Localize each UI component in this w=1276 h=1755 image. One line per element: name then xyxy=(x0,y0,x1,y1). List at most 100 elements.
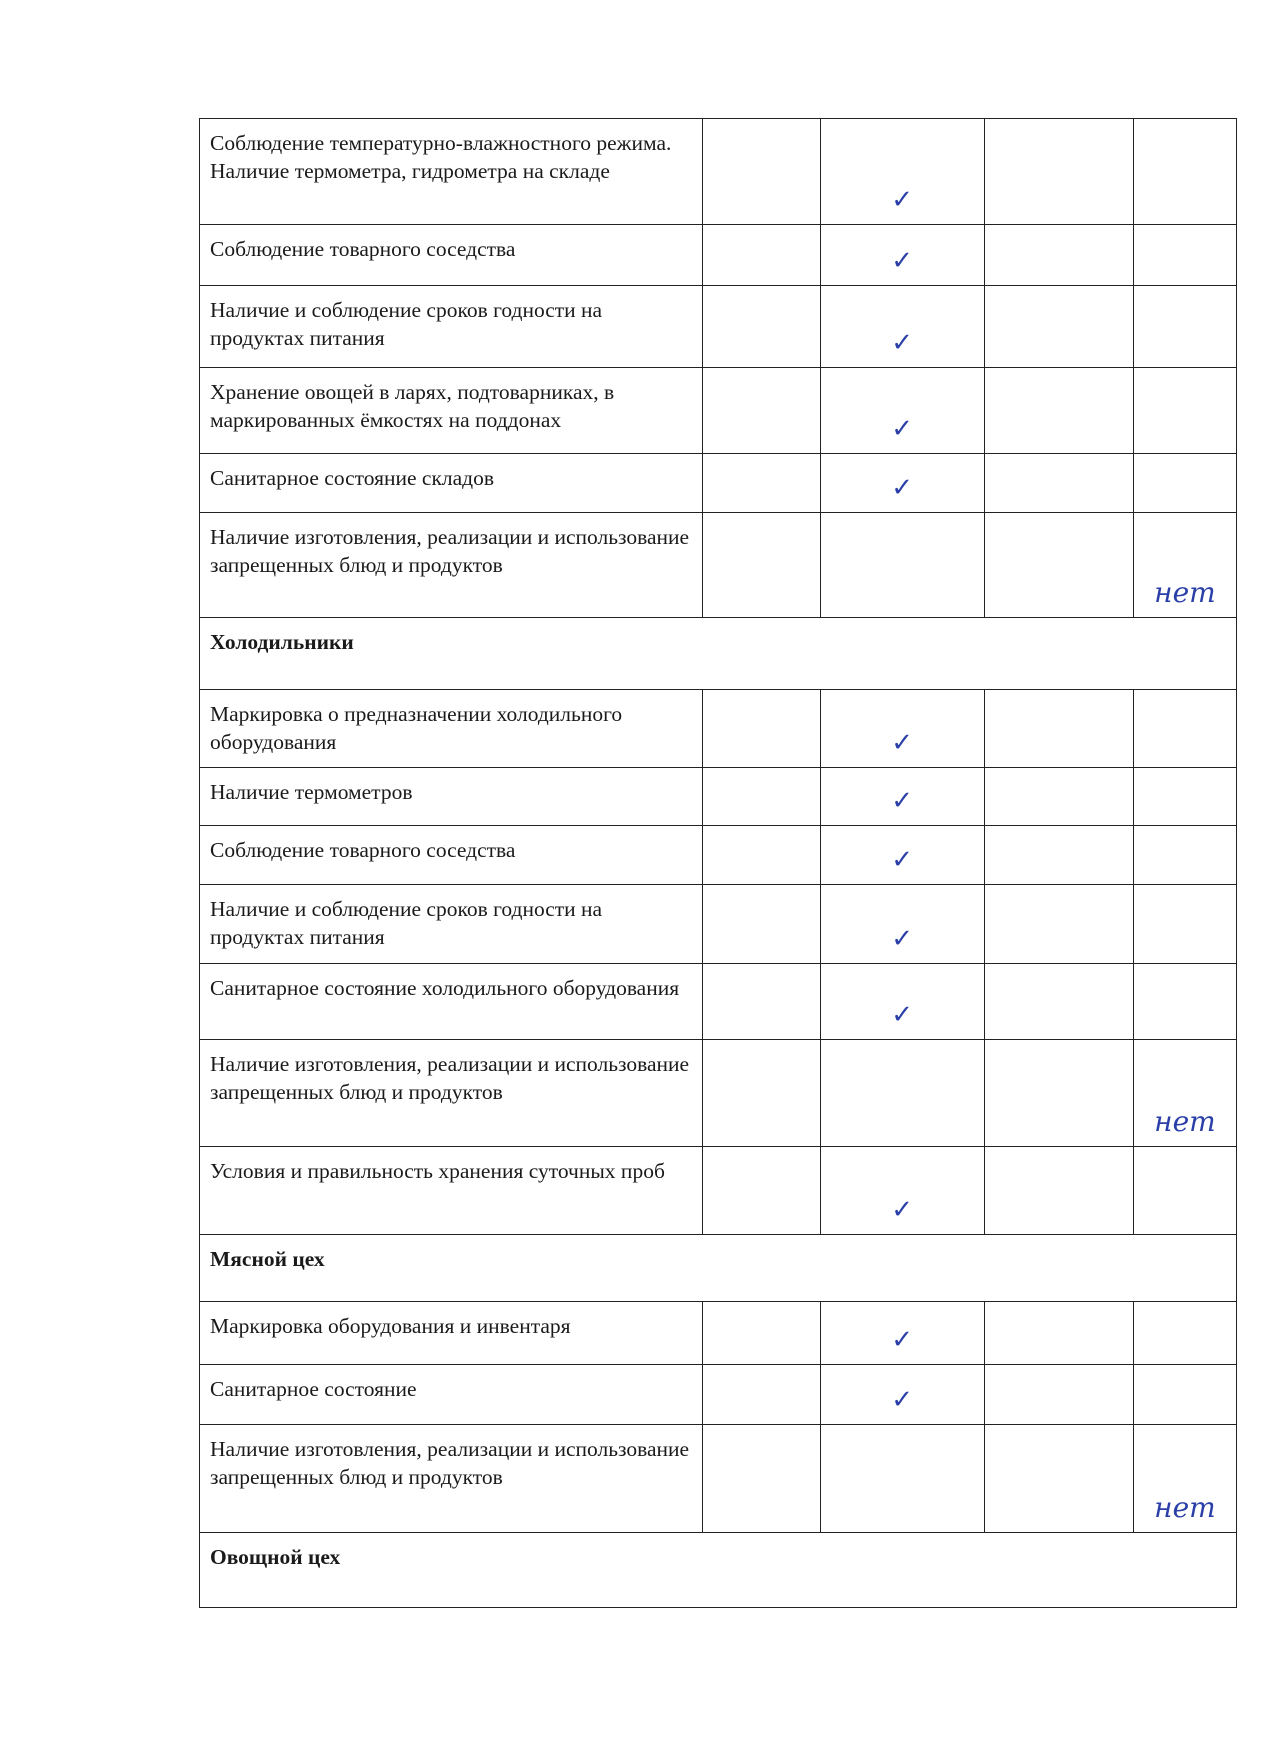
handwritten-check-icon: ✓ xyxy=(819,118,985,225)
criterion-text: Наличие изготовления, реализации и испол… xyxy=(198,512,704,618)
checklist-row: Наличие и соблюдение сроков годности на … xyxy=(198,884,1238,964)
empty-cell xyxy=(983,1039,1134,1147)
criterion-text: Соблюдение товарного соседства xyxy=(198,825,704,885)
empty-cell xyxy=(1132,1364,1238,1425)
empty-cell xyxy=(983,367,1134,454)
empty-cell xyxy=(983,224,1134,286)
handwritten-check-icon: ✓ xyxy=(819,1146,985,1235)
checklist-row: Хранение овощей в ларях, подтоварниках, … xyxy=(198,367,1238,454)
empty-cell xyxy=(1132,884,1238,964)
empty-cell xyxy=(983,767,1134,826)
empty-cell xyxy=(702,1146,821,1235)
empty-cell xyxy=(702,367,821,454)
empty-cell xyxy=(702,1364,821,1425)
empty-cell xyxy=(819,1424,985,1533)
section-header-row: Овощной цех xyxy=(199,1532,1237,1608)
checklist-row: Соблюдение температурно-влажностного реж… xyxy=(198,118,1238,225)
handwritten-check-icon: ✓ xyxy=(819,224,985,286)
empty-cell xyxy=(819,1039,985,1147)
criterion-text: Наличие термометров xyxy=(198,767,704,826)
empty-cell xyxy=(983,1301,1134,1365)
checklist-row: Маркировка оборудования и инвентаря ✓ xyxy=(198,1301,1238,1365)
checklist-row: Санитарное состояние холодильного оборуд… xyxy=(198,963,1238,1040)
checklist-row: Наличие и соблюдение сроков годности на … xyxy=(198,285,1238,368)
section-header-row: Холодильники xyxy=(199,617,1237,690)
checklist-row: Соблюдение товарного соседства ✓ xyxy=(198,224,1238,286)
empty-cell xyxy=(1132,963,1238,1040)
empty-cell xyxy=(983,884,1134,964)
handwritten-no-note: нет xyxy=(1132,1424,1238,1533)
empty-cell xyxy=(702,118,821,225)
section-title: Холодильники xyxy=(199,617,1237,690)
criterion-text: Хранение овощей в ларях, подтоварниках, … xyxy=(198,367,704,454)
empty-cell xyxy=(702,285,821,368)
criterion-text: Наличие и соблюдение сроков годности на … xyxy=(198,285,704,368)
empty-cell xyxy=(983,689,1134,768)
empty-cell xyxy=(702,767,821,826)
checklist-row: Наличие изготовления, реализации и испол… xyxy=(198,1424,1238,1533)
empty-cell xyxy=(702,1039,821,1147)
criterion-text: Санитарное состояние холодильного оборуд… xyxy=(198,963,704,1040)
empty-cell xyxy=(983,963,1134,1040)
empty-cell xyxy=(1132,689,1238,768)
empty-cell xyxy=(702,453,821,513)
section-title: Мясной цех xyxy=(199,1234,1237,1302)
criterion-text: Маркировка оборудования и инвентаря xyxy=(198,1301,704,1365)
empty-cell xyxy=(702,884,821,964)
empty-cell xyxy=(702,1424,821,1533)
checklist-row: Наличие термометров ✓ xyxy=(198,767,1238,826)
empty-cell xyxy=(983,1364,1134,1425)
handwritten-check-icon: ✓ xyxy=(819,825,985,885)
checklist-row: Маркировка о предназначении холодильного… xyxy=(198,689,1238,768)
handwritten-check-icon: ✓ xyxy=(819,453,985,513)
empty-cell xyxy=(983,512,1134,618)
inspection-checklist-table: Соблюдение температурно-влажностного реж… xyxy=(198,118,1238,1608)
empty-cell xyxy=(983,1424,1134,1533)
handwritten-no-note: нет xyxy=(1132,1039,1238,1147)
empty-cell xyxy=(983,285,1134,368)
empty-cell xyxy=(1132,1146,1238,1235)
checklist-row: Соблюдение товарного соседства ✓ xyxy=(198,825,1238,885)
empty-cell xyxy=(702,1301,821,1365)
checklist-row: Санитарное состояние ✓ xyxy=(198,1364,1238,1425)
empty-cell xyxy=(819,512,985,618)
empty-cell xyxy=(1132,825,1238,885)
empty-cell xyxy=(1132,118,1238,225)
handwritten-check-icon: ✓ xyxy=(819,1364,985,1425)
checklist-row: Наличие изготовления, реализации и испол… xyxy=(198,1039,1238,1147)
empty-cell xyxy=(702,512,821,618)
criterion-text: Соблюдение товарного соседства xyxy=(198,224,704,286)
empty-cell xyxy=(983,1146,1134,1235)
section-title: Овощной цех xyxy=(199,1532,1237,1608)
empty-cell xyxy=(1132,767,1238,826)
handwritten-check-icon: ✓ xyxy=(819,1301,985,1365)
empty-cell xyxy=(1132,1301,1238,1365)
empty-cell xyxy=(702,689,821,768)
empty-cell xyxy=(983,453,1134,513)
handwritten-check-icon: ✓ xyxy=(819,367,985,454)
criterion-text: Наличие изготовления, реализации и испол… xyxy=(198,1039,704,1147)
empty-cell xyxy=(983,825,1134,885)
checklist-row: Наличие изготовления, реализации и испол… xyxy=(198,512,1238,618)
empty-cell xyxy=(1132,453,1238,513)
criterion-text: Санитарное состояние складов xyxy=(198,453,704,513)
criterion-text: Условия и правильность хранения суточных… xyxy=(198,1146,704,1235)
empty-cell xyxy=(702,224,821,286)
empty-cell xyxy=(983,118,1134,225)
checklist-row: Условия и правильность хранения суточных… xyxy=(198,1146,1238,1235)
handwritten-check-icon: ✓ xyxy=(819,285,985,368)
empty-cell xyxy=(1132,367,1238,454)
criterion-text: Наличие изготовления, реализации и испол… xyxy=(198,1424,704,1533)
empty-cell xyxy=(702,825,821,885)
criterion-text: Санитарное состояние xyxy=(198,1364,704,1425)
handwritten-no-note: нет xyxy=(1132,512,1238,618)
section-header-row: Мясной цех xyxy=(199,1234,1237,1302)
handwritten-check-icon: ✓ xyxy=(819,689,985,768)
empty-cell xyxy=(1132,224,1238,286)
handwritten-check-icon: ✓ xyxy=(819,963,985,1040)
empty-cell xyxy=(702,963,821,1040)
empty-cell xyxy=(1132,285,1238,368)
criterion-text: Наличие и соблюдение сроков годности на … xyxy=(198,884,704,964)
handwritten-check-icon: ✓ xyxy=(819,767,985,826)
